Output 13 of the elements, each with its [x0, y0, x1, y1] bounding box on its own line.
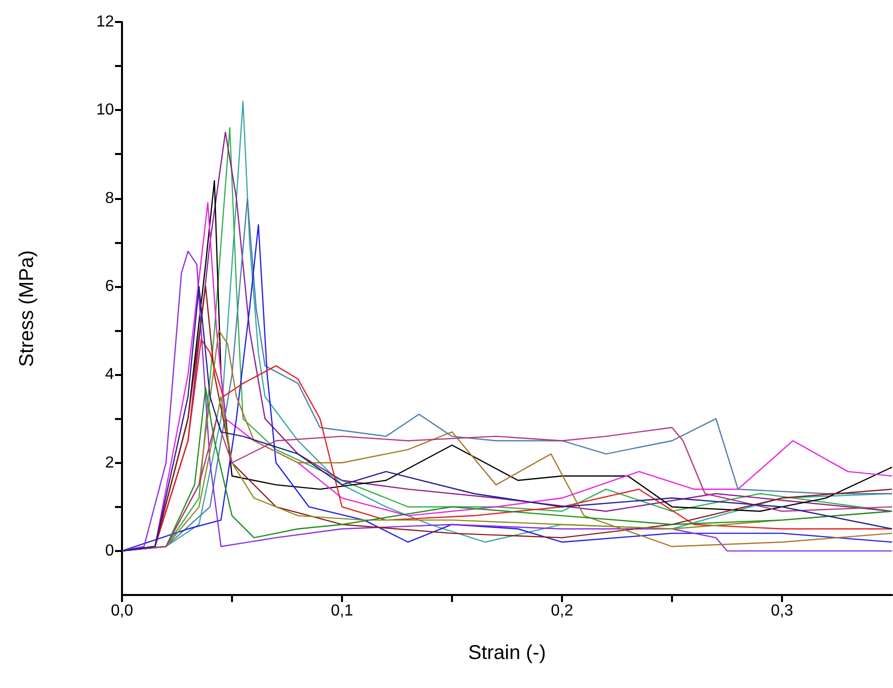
y-tick-label: 10: [96, 102, 114, 119]
x-tick-label: 0,0: [110, 602, 134, 620]
y-tick-label: 12: [96, 14, 114, 30]
y-tick-label: 4: [105, 366, 114, 384]
y-axis-title: Stress (MPa): [16, 250, 38, 367]
y-tick-label: 8: [105, 190, 114, 207]
y-tick-label: 6: [105, 278, 114, 295]
y-tick-label: 2: [105, 454, 114, 472]
x-tick-label: 0,1: [330, 602, 354, 620]
y-tick-label: 0: [105, 542, 114, 560]
x-tick-label: 0,2: [550, 602, 574, 620]
x-tick-label: 0,3: [770, 602, 794, 620]
x-axis-title: Strain (-): [468, 642, 546, 664]
